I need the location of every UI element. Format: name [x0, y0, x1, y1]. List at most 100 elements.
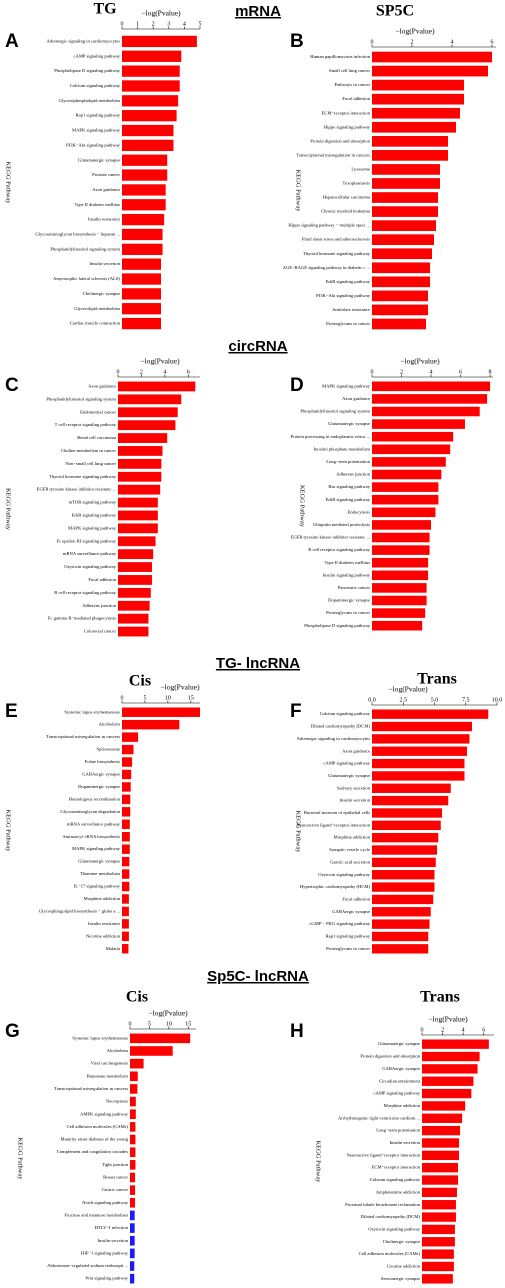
- bar: [372, 894, 434, 905]
- y-axis-label: KEGG Pathway: [299, 485, 306, 528]
- bar: [130, 1084, 138, 1094]
- category-label: Cell adhesion molecules (CAMs): [359, 1251, 421, 1256]
- bar: [130, 1096, 136, 1107]
- y-axis-label: KEGG Pathway: [315, 1140, 322, 1183]
- category-label: MAPK signaling pathway: [72, 128, 121, 133]
- category-label: Lysosome: [351, 166, 370, 171]
- bar: [422, 1162, 458, 1173]
- category-label: Fc epsilon RI signaling pathway: [57, 538, 117, 543]
- bar: [122, 258, 161, 270]
- bar: [372, 150, 448, 161]
- category-label: Rap1 signaling pathway: [76, 113, 121, 118]
- bar: [372, 107, 460, 119]
- bar: [422, 1187, 457, 1198]
- bar: [422, 1150, 460, 1161]
- category-label: MAPK signaling pathway: [72, 846, 121, 851]
- y-axis-label: KEGG Pathway: [5, 488, 12, 531]
- x-tick-label: 2: [140, 369, 143, 375]
- bar: [422, 1212, 456, 1222]
- bar: [122, 273, 161, 285]
- category-label: ErbB signaling pathway: [72, 513, 117, 518]
- category-label: Oxytocin signaling pathway: [64, 564, 117, 569]
- y-axis-label: KEGG Pathway: [295, 810, 302, 853]
- panel-title: SP5C: [376, 3, 414, 20]
- x-tick-label: 0: [121, 695, 124, 701]
- bar: [122, 944, 129, 954]
- x-tick-label: 6: [491, 39, 494, 45]
- x-tick-label: 2.5: [400, 697, 408, 703]
- bar: [122, 906, 129, 917]
- category-label: Cocaine addiction: [387, 1264, 421, 1269]
- y-axis-label: KEGG Pathway: [17, 1137, 24, 1180]
- bar: [372, 709, 489, 719]
- bar: [372, 248, 432, 260]
- bar: [118, 407, 178, 418]
- bar: [372, 557, 429, 568]
- x-tick-label: 0: [421, 1027, 424, 1033]
- x-tick-label: 5: [148, 1021, 151, 1027]
- category-label: Morphine addiction: [84, 896, 121, 901]
- bar: [372, 206, 438, 217]
- category-label: Viral carcinogenesis: [91, 1061, 129, 1066]
- x-tick-label: 5: [199, 21, 202, 27]
- x-tick-label: 2: [411, 39, 414, 45]
- category-label: mTOR signaling pathway: [69, 500, 117, 505]
- category-label: Alcoholism: [107, 1048, 129, 1053]
- category-label: Calcium signaling pathway: [370, 1177, 421, 1182]
- bar: [372, 595, 427, 606]
- bar: [122, 732, 139, 742]
- category-label: Hippo signaling pathway: [324, 124, 371, 129]
- bar: [372, 795, 449, 806]
- category-label: Insulin secretion: [390, 1140, 421, 1145]
- panel-letter: F: [290, 701, 302, 722]
- x-tick-label: 8: [489, 369, 492, 375]
- bar: [372, 234, 434, 246]
- category-label: cAMP signaling pathway: [73, 53, 120, 58]
- x-tick-label: 4: [163, 369, 166, 375]
- bar: [118, 549, 154, 560]
- bar: [130, 1235, 135, 1246]
- bar: [372, 771, 465, 781]
- bar: [130, 1160, 136, 1170]
- bar: [122, 139, 174, 152]
- category-label: Glutamatergic synapse: [328, 421, 370, 426]
- bar: [122, 213, 165, 226]
- category-label: Hypertrophic cardiomyopathy (HCM): [300, 884, 371, 889]
- category-label: IL−17 signaling pathway: [74, 884, 121, 889]
- category-label: Systemic lupus erythematosus: [64, 709, 120, 714]
- bar: [122, 317, 161, 330]
- bar: [118, 536, 156, 547]
- category-label: Insulin secretion: [90, 261, 121, 266]
- bar: [422, 1076, 474, 1086]
- bar: [372, 820, 441, 831]
- category-label: Ubiquitin mediated proteolysis: [313, 522, 370, 527]
- bar: [422, 1039, 489, 1049]
- bar: [422, 1064, 478, 1074]
- category-label: Glutamatergic synapse: [78, 859, 120, 864]
- x-tick-label: 3: [167, 21, 170, 27]
- bar: [130, 1122, 136, 1132]
- category-label: Fructose and mannose metabolism: [64, 1212, 128, 1217]
- bar: [118, 600, 150, 611]
- bar: [372, 469, 442, 480]
- bar: [122, 50, 182, 62]
- category-label: Calcium signaling pathway: [320, 711, 371, 716]
- x-axis-label: −log(Pvalue): [160, 683, 200, 692]
- bar: [422, 1237, 455, 1247]
- bar: [372, 545, 430, 555]
- bar: [372, 882, 435, 892]
- bar: [130, 1273, 135, 1284]
- x-tick-label: 0: [371, 369, 374, 375]
- x-tick-label: 4: [462, 1027, 465, 1033]
- category-label: Wnt signaling pathway: [85, 1276, 128, 1281]
- category-label: EGFR tyrosine kinase inhibitor resistanc…: [291, 535, 370, 540]
- category-label: Phospholipase D signaling pathway: [54, 68, 120, 73]
- bar: [372, 608, 426, 618]
- bar: [122, 807, 131, 817]
- bar: [122, 844, 130, 854]
- x-tick-label: 4: [451, 39, 454, 45]
- category-label: Dilated cardiomyopathy (DCM): [361, 1214, 421, 1219]
- category-label: GABAergic synapse: [382, 1066, 420, 1071]
- category-label: Antifolate resistance: [332, 307, 370, 312]
- bar: [130, 1223, 135, 1233]
